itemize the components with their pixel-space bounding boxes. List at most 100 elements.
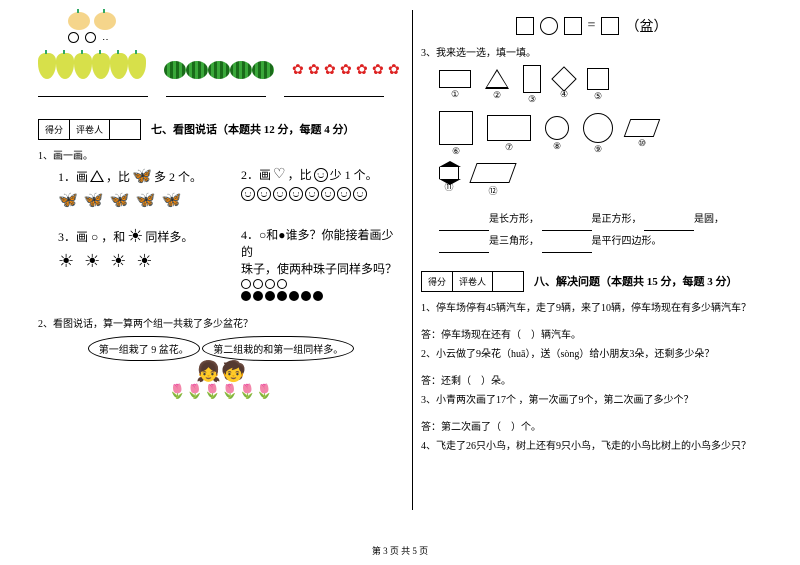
pot-icon: 🌷 [256, 384, 273, 401]
dots: ‥ [102, 32, 109, 43]
q2-text: 2．画 [241, 166, 271, 183]
fill-blank[interactable] [542, 219, 592, 231]
q2-text2: ，比 [288, 166, 312, 183]
smiley-icon [353, 187, 367, 201]
answer-1: 答：停车场现在还有（ ）辆汽车。 [421, 326, 762, 341]
butterfly-icon: 🦋 [110, 190, 130, 210]
equals: = [588, 18, 596, 34]
speech-bubble-1: 第一组栽了 9 盆花。 [88, 336, 200, 361]
sun-icon: ☀ [110, 251, 126, 272]
shape-num: ⑧ [553, 141, 561, 152]
smiley-row [241, 187, 404, 201]
butterfly-icon: 🦋 [84, 190, 104, 210]
blank-line[interactable] [284, 83, 384, 97]
fill-blank[interactable] [542, 241, 592, 253]
square-blank[interactable] [516, 17, 534, 35]
fill-label: 是三角形， [489, 236, 539, 247]
score-box: 得分 评卷人 [421, 271, 524, 292]
melon-icon [230, 61, 252, 79]
section7-title: 七、看图说话（本题共 12 分，每题 4 分） [151, 121, 355, 137]
pot-icon: 🌷 [238, 384, 255, 401]
blank-line[interactable] [38, 83, 148, 97]
circle-shape [583, 113, 613, 143]
shape-num: ① [451, 89, 459, 100]
pot-icon: 🌷 [186, 384, 203, 401]
pear-icon [110, 53, 128, 79]
shape-num: ⑥ [452, 146, 460, 157]
section8-title: 八、解决问题（本题共 15 分，每题 3 分） [534, 273, 738, 289]
flower-icon [292, 63, 308, 79]
left-column: ‥ 得分 评卷人 七、看图说话（本题共 12 分，每题 4 分） [30, 10, 412, 530]
pear-icon [128, 53, 146, 79]
draw-block: 1．画 ，比 🦋 多 2 个。 🦋🦋🦋🦋🦋 2．画 ♡ ，比 [58, 166, 404, 303]
speech-bubble-2: 第二组栽的和第一组同样多。 [202, 336, 354, 361]
smiley-icon [337, 187, 351, 201]
butterfly-icon: 🦋 [132, 166, 152, 186]
flower-icon [308, 63, 324, 79]
bead-white-row [241, 279, 404, 289]
q2-word-problem: 2、看图说话，算一算两个组一共栽了多少盆花？ [38, 315, 404, 330]
shape-num: ③ [528, 94, 536, 105]
pot-icon: 🌷 [169, 384, 186, 401]
smiley-icon [273, 187, 287, 201]
smiley-icon [289, 187, 303, 201]
shape-row-1: ① ② ③ ④ ⑤ [439, 65, 762, 105]
shape-num: ⑦ [505, 142, 513, 153]
fruit-groups [38, 51, 404, 81]
section8-header: 得分 评卷人 八、解决问题（本题共 15 分，每题 3 分） [421, 267, 762, 295]
blank-line[interactable] [166, 83, 266, 97]
section7-header: 得分 评卷人 七、看图说话（本题共 12 分，每题 4 分） [38, 115, 404, 143]
fill-blank[interactable] [439, 219, 489, 231]
shape-row-3: ⑪ ⑫ [439, 163, 762, 197]
square-blank[interactable] [564, 17, 582, 35]
shape-num: ② [493, 90, 501, 101]
bubble-row: 第一组栽了 9 盆花。 第二组栽的和第一组同样多。 [38, 336, 404, 361]
square-shape [587, 68, 609, 90]
sun-row: ☀☀☀☀ [58, 251, 221, 272]
fill-blank[interactable] [439, 241, 489, 253]
inner-q2: 2．画 ♡ ，比 少 1 个。 [241, 166, 404, 212]
pear-icon [38, 53, 56, 79]
smiley-icon [305, 187, 319, 201]
heart-icon: ♡ [273, 166, 286, 183]
inner-q3: 3．画 ○ ，和 ☀ 同样多。 ☀☀☀☀ [58, 226, 221, 303]
score-label: 得分 [422, 272, 453, 291]
q1-label: 1、画一画。 [38, 147, 404, 162]
flower-icon [356, 63, 372, 79]
black-bead-icon [253, 291, 263, 301]
melon-icon [252, 61, 274, 79]
page: ‥ 得分 评卷人 七、看图说话（本题共 12 分，每题 4 分） [0, 0, 800, 530]
flower-icon [388, 63, 404, 79]
pot-icon: 🌷 [221, 384, 238, 401]
square-blank[interactable] [601, 17, 619, 35]
score-blank[interactable] [493, 272, 523, 291]
problem-2: 2、小云做了9朵花（huā），送（sòng）给小朋友3朵，还剩多少朵？ [421, 345, 762, 360]
q1-text: 1．画 [58, 168, 88, 185]
fill-blank[interactable] [644, 219, 694, 231]
melon-icon [208, 61, 230, 79]
circle-row: ‥ [68, 32, 404, 43]
black-bead-icon [301, 291, 311, 301]
pear-icon [56, 53, 74, 79]
apple-icon [94, 12, 116, 30]
triangle-icon [90, 170, 104, 182]
q4-text-b: 珠子，使两种珠子同样多吗？ [241, 260, 404, 277]
circle-icon [68, 32, 79, 43]
pot-row: 🌷🌷🌷🌷🌷🌷 [38, 384, 404, 401]
smiley-icon [241, 187, 255, 201]
sun-icon: ☀ [127, 226, 143, 247]
kids-icon: 👧🧒 [38, 359, 404, 384]
pot-icon: 🌷 [204, 384, 221, 401]
triangle-shape [485, 69, 509, 89]
black-bead-icon [313, 291, 323, 301]
apple-row [68, 12, 404, 30]
circle-icon [85, 32, 96, 43]
score-blank[interactable] [110, 120, 140, 139]
shape-row-2: ⑥ ⑦ ⑧ ⑨ ⑩ [439, 111, 762, 157]
equation-suffix: （盆） [625, 16, 667, 36]
problem-3: 3、小青两次画了17个 ，第一次画了9个，第二次画了多少个？ [421, 391, 762, 406]
melon-group [164, 61, 274, 79]
pear-group [38, 53, 146, 79]
circle-blank[interactable] [540, 17, 558, 35]
bead-black-row [241, 291, 404, 301]
